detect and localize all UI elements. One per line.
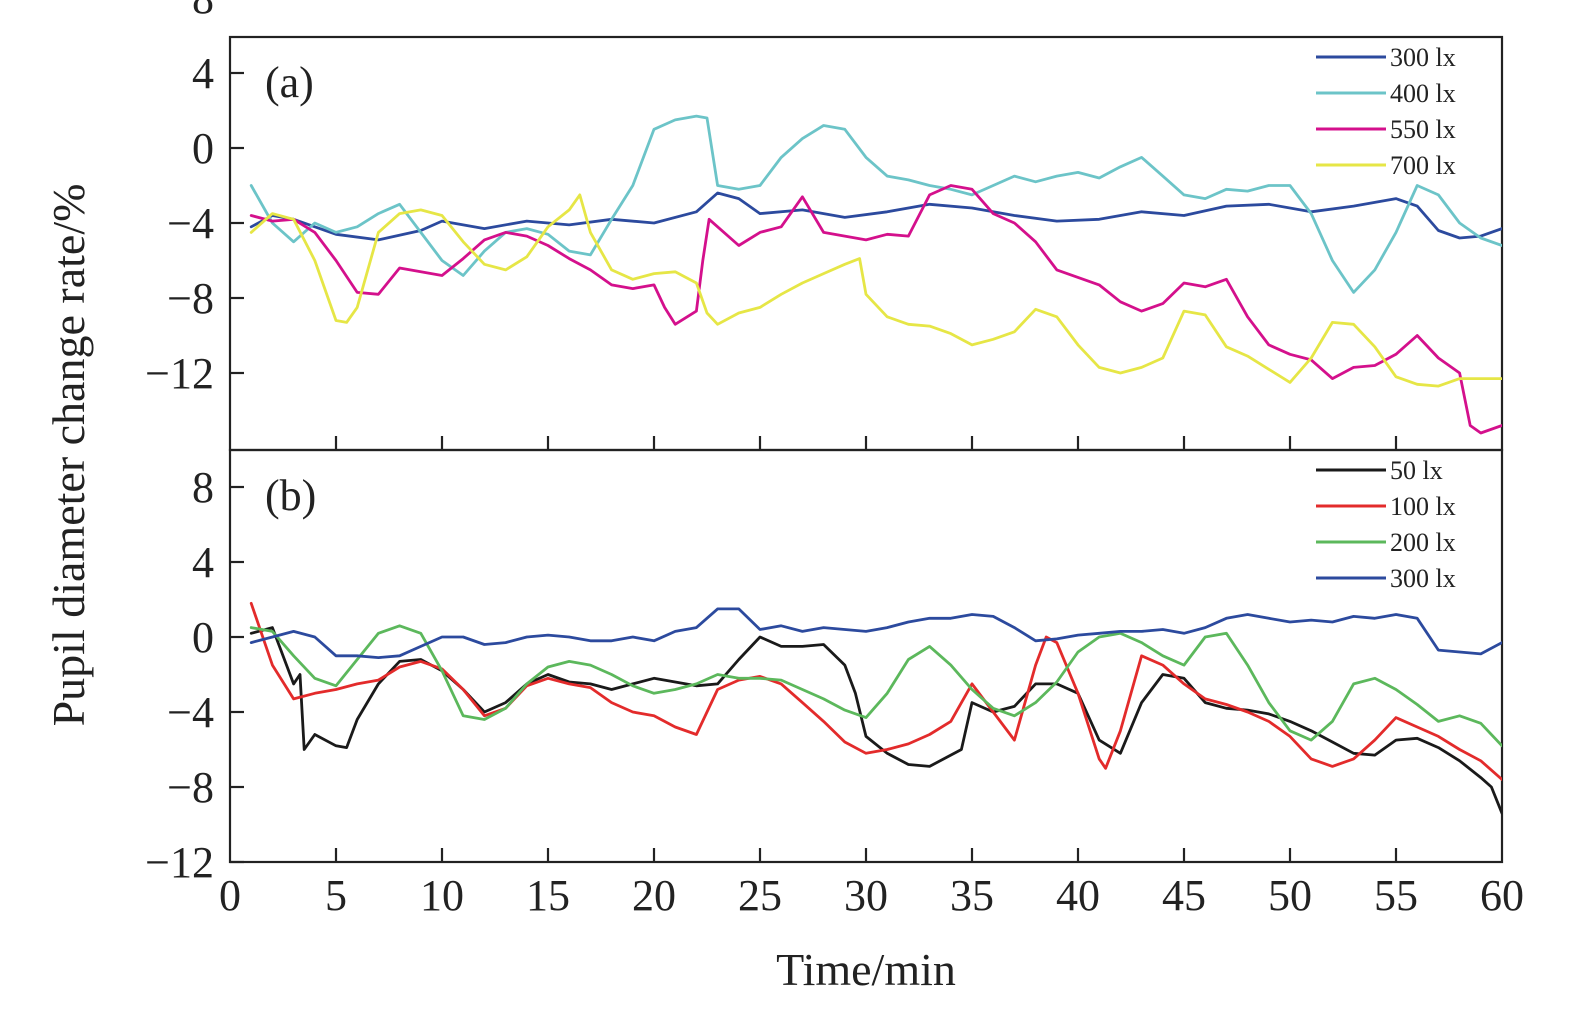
- x-axis-title: Time/min: [776, 944, 956, 995]
- x-tick-label: 55: [1374, 871, 1418, 920]
- y-tick-label: 4: [192, 49, 214, 98]
- x-tick-label: 35: [950, 871, 994, 920]
- legend-label: 300 lx: [1390, 564, 1456, 593]
- y-tick-label: 8: [192, 0, 214, 23]
- x-tick-label: 25: [738, 871, 782, 920]
- y-tick-label: −4: [167, 199, 214, 248]
- x-tick-label: 20: [632, 871, 676, 920]
- legend-label: 300 lx: [1390, 43, 1456, 72]
- series-line-700-lx: [249, 193, 1502, 388]
- x-tick-label: 5: [325, 871, 347, 920]
- y-tick-label: 0: [192, 124, 214, 173]
- series-line-400-lx: [249, 114, 1502, 294]
- legend-label: 50 lx: [1390, 456, 1443, 485]
- y-tick-label: −8: [167, 274, 214, 323]
- series-line-300-lx: [249, 191, 1502, 242]
- series-line-200-lx: [249, 624, 1502, 748]
- x-tick-label: 15: [526, 871, 570, 920]
- y-axis-title: Pupil diameter change rate/%: [43, 184, 94, 727]
- legend-label: 550 lx: [1390, 115, 1456, 144]
- y-tick-label: 4: [192, 538, 214, 587]
- plot-frame: [228, 35, 1504, 452]
- x-tick-label: 30: [844, 871, 888, 920]
- x-tick-label: 10: [420, 871, 464, 920]
- y-tick-label: −12: [145, 349, 214, 398]
- panel-b: 840−4−8−120 5 10 15 20 25 30 35 40 45 50 55 60(b)50 …: [145, 448, 1524, 920]
- x-tick-label: 50: [1268, 871, 1312, 920]
- series-line-300-lx: [249, 607, 1502, 659]
- series-group: [249, 114, 1502, 435]
- y-tick-label: −12: [145, 838, 214, 887]
- plot-frame: [228, 448, 1504, 864]
- x-tick-label: 0: [219, 871, 241, 920]
- y-tick-label: 0: [192, 613, 214, 662]
- y-tick-label: −4: [167, 688, 214, 737]
- panel-label: (a): [265, 58, 314, 107]
- x-tick-label: 60: [1480, 871, 1524, 920]
- x-tick-label: 40: [1056, 871, 1100, 920]
- legend-label: 100 lx: [1390, 492, 1456, 521]
- legend-label: 400 lx: [1390, 79, 1456, 108]
- x-tick-label: 45: [1162, 871, 1206, 920]
- series-line-550-lx: [249, 184, 1502, 435]
- panel-a: 8 4 0 −4 −8 −12 (a) 300 lx 400 lx 550 lx 700 lx: [145, 0, 1504, 452]
- panel-label: (b): [265, 471, 316, 520]
- series-group: [249, 601, 1502, 815]
- legend-label: 200 lx: [1390, 528, 1456, 557]
- legend-label: 700 lx: [1390, 151, 1456, 180]
- series-line-100-lx: [249, 601, 1502, 781]
- series-line-50-lx: [249, 626, 1502, 815]
- y-tick-label: 8: [192, 463, 214, 512]
- y-tick-label: −8: [167, 763, 214, 812]
